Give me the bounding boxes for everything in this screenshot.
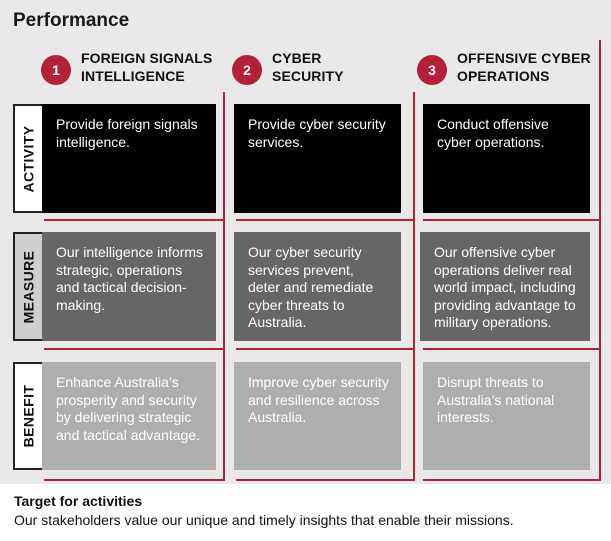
measure-cell-1: Our intelligence informs strategic, oper… bbox=[42, 232, 216, 341]
pillar-title: OFFENSIVE CYBER OPERATIONS bbox=[457, 50, 591, 84]
activity-cell-3: Conduct offensive cyber operations. bbox=[423, 104, 590, 213]
page-title: Performance bbox=[13, 10, 130, 31]
row-label-activity: ACTIVITY bbox=[13, 104, 42, 213]
pillar-title: CYBER SECURITY bbox=[272, 50, 344, 84]
pillar-number-badge: 2 bbox=[232, 55, 262, 85]
pillar-3-divider-line bbox=[599, 40, 601, 481]
activity-row-underline bbox=[44, 219, 225, 221]
pillar-number-badge: 1 bbox=[41, 55, 71, 85]
row-label-text: MEASURE bbox=[20, 250, 37, 323]
measure-cell-2: Our cyber security services prevent, det… bbox=[234, 232, 401, 341]
activity-row-underline bbox=[236, 219, 415, 221]
row-label-text: BENEFIT bbox=[20, 384, 37, 448]
benefit-row-underline bbox=[44, 479, 225, 481]
pillar-header-3: 3 OFFENSIVE CYBER OPERATIONS bbox=[417, 49, 591, 85]
benefit-row-underline bbox=[423, 479, 601, 481]
measure-row-underline bbox=[44, 348, 225, 350]
benefit-row-underline bbox=[236, 479, 415, 481]
pillar-1-divider-line bbox=[223, 92, 225, 481]
benefit-cell-1: Enhance Australia’s prosperity and secur… bbox=[42, 362, 216, 470]
benefit-cell-3: Disrupt threats to Australia’s national … bbox=[423, 362, 590, 470]
measure-cell-3: Our offensive cyber operations deliver r… bbox=[420, 232, 590, 341]
pillar-title: FOREIGN SIGNALS INTELLIGENCE bbox=[81, 50, 213, 84]
pillar-2-divider-line bbox=[413, 92, 415, 481]
benefit-cell-2: Improve cyber security and resilience ac… bbox=[234, 362, 401, 470]
row-label-text: ACTIVITY bbox=[20, 125, 37, 192]
pillar-header-1: 1 FOREIGN SIGNALS INTELLIGENCE bbox=[41, 49, 212, 85]
activity-cell-2: Provide cyber security services. bbox=[234, 104, 401, 213]
row-label-benefit: BENEFIT bbox=[13, 362, 42, 470]
pillar-number-badge: 3 bbox=[417, 55, 447, 85]
row-label-measure: MEASURE bbox=[13, 232, 42, 341]
activity-cell-1: Provide foreign signals intelligence. bbox=[42, 104, 216, 213]
measure-row-underline bbox=[236, 348, 415, 350]
measure-row-underline bbox=[423, 348, 601, 350]
activity-row-underline bbox=[423, 219, 601, 221]
pillar-header-2: 2 CYBER SECURITY bbox=[232, 49, 344, 85]
performance-panel: Performance 1 FOREIGN SIGNALS INTELLIGEN… bbox=[0, 0, 611, 484]
target-description: Our stakeholders value our unique and ti… bbox=[14, 512, 514, 528]
target-heading: Target for activities bbox=[14, 493, 143, 509]
